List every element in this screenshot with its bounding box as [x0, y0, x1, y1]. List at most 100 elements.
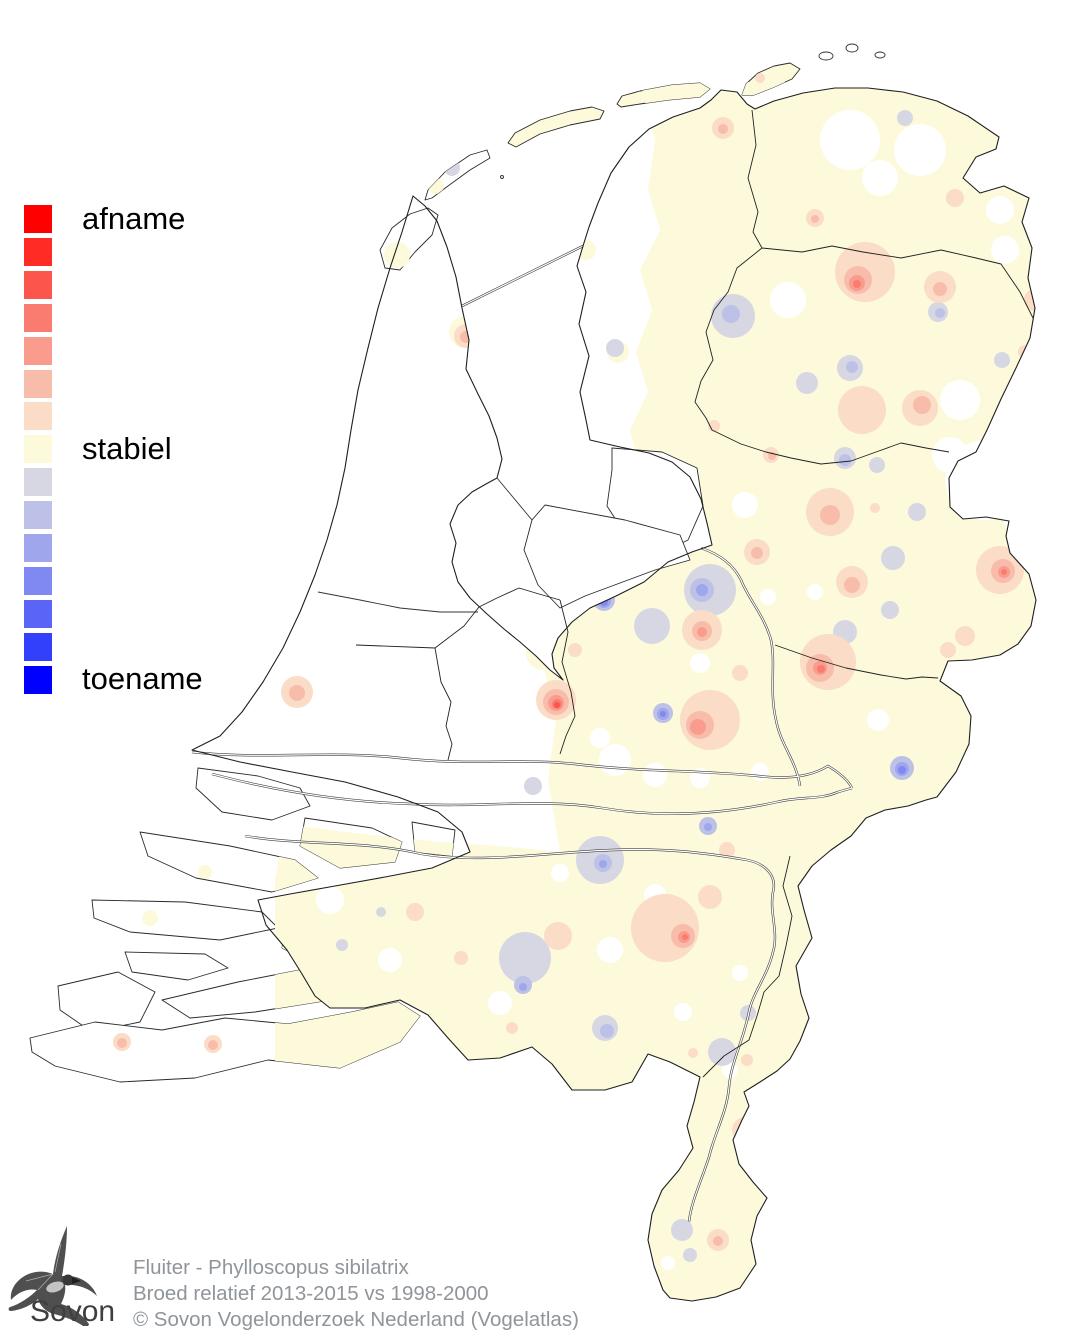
- change-blob: [908, 503, 926, 521]
- change-blob: [751, 763, 769, 781]
- change-blob: [526, 636, 560, 670]
- legend-label-increase: toename: [82, 661, 203, 696]
- island-schouwen: [91, 899, 279, 941]
- legend-swatch: [24, 369, 52, 398]
- change-blob: [940, 380, 980, 420]
- change-blob: [339, 309, 357, 327]
- change-blob: [991, 236, 1019, 264]
- rivers: [191, 244, 854, 1223]
- legend-swatch: [24, 270, 52, 299]
- change-blob: [770, 282, 806, 318]
- change-blob: [117, 1038, 127, 1048]
- change-blob: [881, 546, 905, 570]
- change-blob: [671, 1219, 693, 1241]
- change-blob: [751, 547, 763, 559]
- change-blob: [853, 280, 861, 288]
- change-blob: [376, 907, 386, 917]
- change-blob: [208, 1040, 218, 1050]
- change-blob: [718, 124, 728, 134]
- change-blob: [820, 505, 840, 525]
- legend-swatch: [24, 501, 52, 530]
- province-borders: [355, 109, 1034, 1078]
- island-terschelling: [507, 106, 605, 148]
- sovon-logo: Sovon: [8, 1226, 115, 1326]
- legend-swatch: [24, 435, 52, 464]
- change-blob: [674, 1003, 692, 1021]
- map-subtitle: Broed relatief 2013-2015 vs 1998-2000: [133, 1282, 489, 1305]
- change-blob: [817, 665, 825, 673]
- change-blob: [698, 885, 722, 909]
- change-blob: [444, 160, 460, 176]
- change-blob: [881, 601, 899, 619]
- change-blob: [870, 503, 880, 513]
- change-blob: [846, 361, 858, 373]
- change-blob: [289, 685, 305, 701]
- change-blob: [869, 457, 885, 473]
- change-blob: [732, 965, 748, 981]
- change-blob: [807, 584, 823, 600]
- legend-swatch: [24, 534, 52, 562]
- change-blob: [696, 584, 708, 596]
- legend-swatch: [24, 336, 52, 365]
- legend: afname stabiel toename: [24, 201, 284, 705]
- change-blob: [719, 842, 735, 858]
- change-blob: [839, 454, 851, 466]
- change-blob: [940, 642, 956, 658]
- change-blob: [599, 744, 631, 776]
- change-blob: [697, 627, 707, 637]
- change-blob: [428, 178, 444, 194]
- island-noord-beveland: [124, 951, 229, 981]
- change-blob: [1004, 504, 1036, 536]
- change-blob: [551, 864, 569, 882]
- change-blob: [688, 1048, 698, 1058]
- change-blob: [986, 196, 1014, 224]
- species-title: Fluiter - Phylloscopus sibilatrix: [133, 1256, 409, 1279]
- change-blob: [935, 308, 945, 318]
- change-blob: [763, 1096, 777, 1110]
- legend-swatch: [24, 599, 52, 628]
- change-blob: [325, 439, 343, 457]
- legend-swatch: [24, 237, 52, 266]
- change-blob: [844, 577, 860, 593]
- change-blob: [891, 951, 915, 975]
- change-blob: [867, 709, 889, 731]
- legend-swatch: [24, 632, 52, 661]
- change-blob: [732, 1117, 758, 1143]
- change-blob: [499, 932, 551, 984]
- change-blob: [896, 957, 910, 971]
- change-blob: [897, 110, 913, 126]
- change-blob: [682, 934, 688, 940]
- change-blob: [378, 948, 402, 972]
- legend-label-stable: stabiel: [82, 431, 172, 466]
- change-blob: [524, 777, 542, 795]
- change-blob: [792, 144, 808, 160]
- legend-swatch: [24, 205, 52, 233]
- legend-label-decrease: afname: [82, 201, 186, 236]
- noordzeekanaal: [317, 591, 478, 613]
- change-blob: [732, 492, 758, 518]
- houtribdijk: [496, 477, 533, 521]
- change-blob: [647, 1067, 663, 1083]
- change-blob: [600, 1024, 614, 1038]
- change-blob: [576, 240, 596, 260]
- change-blob: [704, 823, 712, 831]
- change-blob: [643, 763, 667, 787]
- swallow-icon: [8, 1226, 97, 1326]
- change-blob: [606, 339, 624, 357]
- netherlands-coastline: [191, 87, 1037, 1302]
- change-blob: [590, 728, 610, 748]
- change-blob: [713, 1236, 723, 1246]
- change-blob: [732, 665, 748, 681]
- islets: [500, 43, 886, 179]
- change-blob: [946, 189, 964, 207]
- change-blob: [820, 110, 880, 170]
- change-blob: [862, 160, 898, 196]
- legend-swatch: [24, 665, 52, 694]
- change-blob: [544, 922, 572, 950]
- island-walcheren: [57, 971, 156, 1033]
- change-blob: [994, 352, 1010, 368]
- change-blob: [336, 939, 348, 951]
- change-blob: [384, 242, 410, 268]
- change-blob: [634, 608, 670, 644]
- change-blob: [913, 396, 931, 414]
